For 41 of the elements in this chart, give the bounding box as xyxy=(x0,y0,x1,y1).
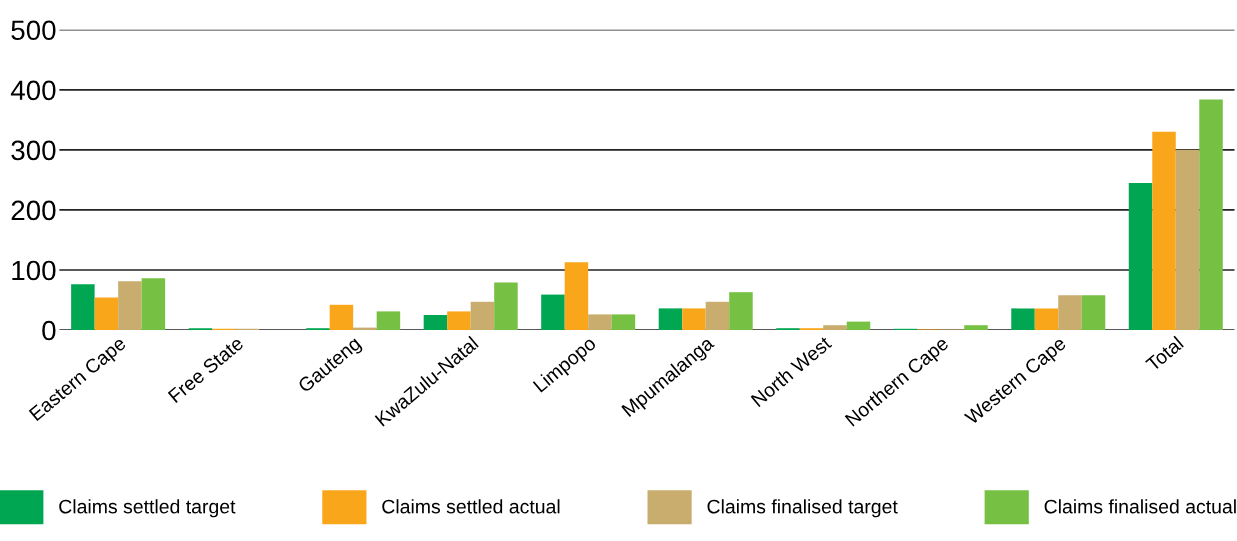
bar xyxy=(1081,295,1106,331)
legend-label: Claims settled target xyxy=(59,499,236,518)
bar xyxy=(1011,308,1035,331)
bar xyxy=(423,315,448,331)
bar xyxy=(658,308,683,331)
bar xyxy=(1058,295,1082,331)
bar xyxy=(1175,149,1200,331)
bar xyxy=(329,304,354,331)
bar xyxy=(964,325,988,331)
bar xyxy=(71,284,95,331)
bar xyxy=(494,282,518,331)
y-tick-label: 400 xyxy=(10,80,56,101)
bar xyxy=(94,297,119,331)
bar xyxy=(1152,131,1176,331)
bar xyxy=(541,294,565,331)
bar xyxy=(1128,182,1153,331)
bar xyxy=(447,311,471,331)
bar xyxy=(611,314,636,331)
bar xyxy=(1034,308,1059,331)
y-tick-label: 100 xyxy=(12,260,56,281)
y-tick-label: 500 xyxy=(11,20,56,41)
legend-label: Claims finalised actual xyxy=(1044,499,1236,514)
y-tick-label: 0 xyxy=(42,320,56,341)
bar xyxy=(1199,99,1223,331)
bar xyxy=(682,308,706,331)
x-tick-label: Total xyxy=(1144,335,1184,372)
y-tick-label: 300 xyxy=(11,140,56,161)
bar xyxy=(729,292,753,331)
legend-label: Claims settled actual xyxy=(382,499,560,514)
bar xyxy=(470,301,495,331)
bar xyxy=(705,301,730,331)
x-tick-label: Free State xyxy=(167,335,245,404)
bar xyxy=(588,314,612,331)
bar xyxy=(376,311,401,331)
bar xyxy=(564,262,589,331)
legend-label: Claims finalised target xyxy=(707,499,898,518)
bar xyxy=(823,325,847,331)
y-tick-label: 200 xyxy=(11,200,56,221)
bar xyxy=(141,278,166,331)
bar xyxy=(846,321,871,331)
bar xyxy=(118,281,142,331)
